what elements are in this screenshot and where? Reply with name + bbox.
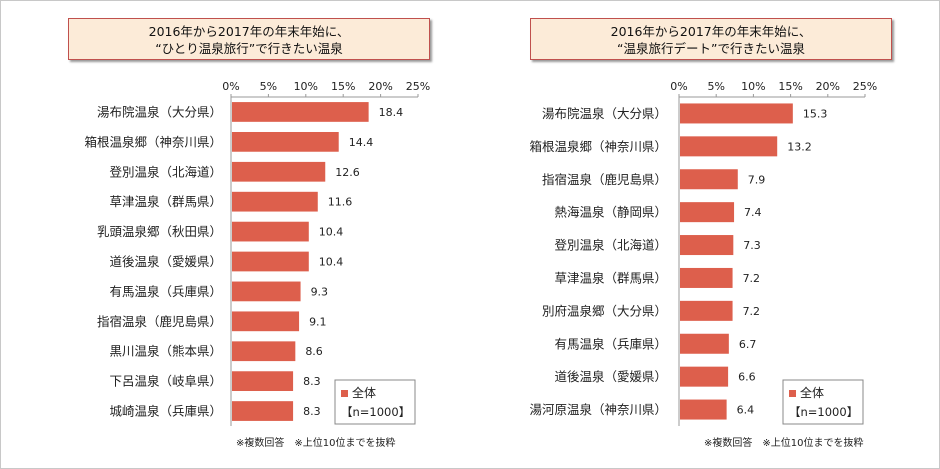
legend-label: 全体: [352, 385, 376, 400]
x-tick-label: 10%: [741, 80, 765, 93]
bar: [680, 169, 738, 190]
x-tick-label: 5%: [260, 80, 277, 93]
bar: [232, 341, 296, 362]
legend-label: 全体: [800, 385, 824, 400]
bar: [680, 267, 733, 288]
data-label: 18.4: [379, 106, 404, 119]
data-label: 6.7: [739, 338, 757, 351]
data-label: 8.6: [305, 345, 323, 358]
x-tick-label: 20%: [368, 80, 392, 93]
x-tick-label: 5%: [707, 80, 724, 93]
x-tick-label: 0%: [222, 80, 239, 93]
data-label: 7.4: [744, 206, 762, 219]
x-tick-label: 25%: [853, 80, 877, 93]
legend-box: [782, 379, 864, 425]
x-tick-label: 0%: [670, 80, 687, 93]
data-label: 7.2: [743, 272, 761, 285]
y-category-label: 湯布院温泉（大分県）: [542, 106, 667, 121]
x-tick-label: 15%: [778, 80, 802, 93]
data-label: 6.4: [737, 404, 755, 417]
bar: [232, 221, 309, 242]
y-category-label: 指宿温泉（鹿児島県）: [542, 172, 667, 187]
chart-title: 2016年から2017年の年末年始に、: [148, 24, 350, 39]
x-tick-label: 10%: [294, 80, 318, 93]
y-category-label: 湯布院温泉（大分県）: [97, 104, 222, 119]
bar: [680, 333, 729, 354]
bar-chart-date: 0% 5% 10% 15% 20% 25% 湯布院温泉（大分県） 15.3 箱根温泉郷（神奈川県…: [529, 80, 877, 426]
bar: [680, 366, 729, 387]
bar: [680, 136, 778, 157]
y-category-label: 乳頭温泉郷（秋田県）: [97, 224, 222, 239]
x-tick-label: 15%: [331, 80, 355, 93]
x-tick-label: 25%: [406, 80, 430, 93]
y-category-label: 有馬温泉（兵庫県）: [109, 284, 222, 299]
data-label: 9.1: [309, 315, 327, 328]
chart-title-box: 2016年から2017年の年末年始に、 “温泉旅行デート”で行きたい温泉: [530, 18, 892, 60]
data-label: 9.3: [311, 285, 329, 298]
y-category-label: 有馬温泉（兵庫県）: [554, 336, 667, 351]
y-category-label: 城崎温泉（兵庫県）: [109, 404, 222, 419]
y-category-label: 道後温泉（愛媛県）: [554, 369, 667, 384]
data-label: 10.4: [319, 256, 344, 269]
legend-swatch: [341, 390, 348, 397]
y-category-label: 下呂温泉（岐阜県）: [109, 374, 222, 389]
y-category-label: 箱根温泉郷（神奈川県）: [84, 134, 222, 149]
data-label: 7.3: [743, 239, 761, 252]
bar: [232, 131, 339, 152]
y-category-label: 草津温泉（群馬県）: [554, 270, 667, 285]
y-category-label: 登別温泉（北海道）: [109, 164, 222, 179]
bar: [680, 235, 734, 256]
bar: [232, 281, 301, 302]
data-label: 14.4: [349, 136, 374, 149]
bar: [680, 202, 735, 223]
chart-subtitle: “温泉旅行デート”で行きたい温泉: [617, 41, 805, 56]
legend-box: [334, 379, 416, 425]
data-label: 7.9: [748, 173, 766, 186]
legend-note: 【n=1000】: [341, 405, 410, 419]
y-category-label: 湯河原温泉（神奈川県）: [529, 402, 667, 417]
data-label: 11.6: [328, 196, 353, 209]
data-label: 7.2: [743, 305, 761, 318]
bar: [232, 191, 318, 212]
bar: [232, 371, 294, 392]
chart-panel-solo: 2016年から2017年の年末年始に、 “ひとり温泉旅行”で行きたい温泉 0% 5…: [68, 18, 430, 449]
legend: 全体【n=1000】: [782, 379, 864, 425]
data-label: 12.6: [335, 166, 360, 179]
x-tick-label: 20%: [816, 80, 840, 93]
chart-footnote: ※複数回答 ※上位10位までを抜粋: [236, 438, 396, 449]
chart-footnote: ※複数回答 ※上位10位までを抜粋: [704, 438, 864, 449]
chart-panel-date: 2016年から2017年の年末年始に、 “温泉旅行デート”で行きたい温泉 0% 5…: [470, 0, 940, 469]
bar: [232, 311, 300, 332]
chart-subtitle: “ひとり温泉旅行”で行きたい温泉: [155, 41, 343, 56]
y-category-label: 黒川温泉（熊本県）: [109, 344, 222, 359]
y-category-label: 道後温泉（愛媛県）: [109, 254, 222, 269]
y-category-label: 草津温泉（群馬県）: [109, 194, 222, 209]
y-category-label: 箱根温泉郷（神奈川県）: [529, 139, 667, 154]
bar: [232, 102, 369, 122]
bar-chart-solo: 0% 5% 10% 15% 20% 25% 湯布院温泉（大分県） 18.4 箱根温泉郷（神奈川県…: [84, 80, 430, 426]
bar: [680, 103, 793, 124]
chart-title-box: 2016年から2017年の年末年始に、 “ひとり温泉旅行”で行きたい温泉: [68, 18, 430, 60]
y-category-label: 登別温泉（北海道）: [554, 238, 667, 253]
data-label: 6.6: [738, 371, 756, 384]
legend: 全体【n=1000】: [334, 379, 416, 425]
y-category-label: 熱海温泉（静岡県）: [554, 205, 667, 220]
legend-note: 【n=1000】: [789, 405, 858, 419]
y-category-label: 指宿温泉（鹿児島県）: [97, 314, 222, 329]
bar: [232, 401, 294, 421]
bar: [680, 300, 733, 321]
legend-swatch: [789, 390, 796, 397]
y-category-label: 別府温泉郷（大分県）: [542, 303, 667, 318]
data-label: 8.3: [303, 375, 321, 388]
bar: [232, 251, 309, 272]
bar: [232, 161, 326, 182]
data-label: 13.2: [787, 140, 812, 153]
data-label: 15.3: [803, 107, 828, 120]
bar: [680, 399, 727, 420]
data-label: 10.4: [319, 226, 344, 239]
chart-title: 2016年から2017年の年末年始に、: [610, 24, 812, 39]
data-label: 8.3: [303, 405, 321, 418]
